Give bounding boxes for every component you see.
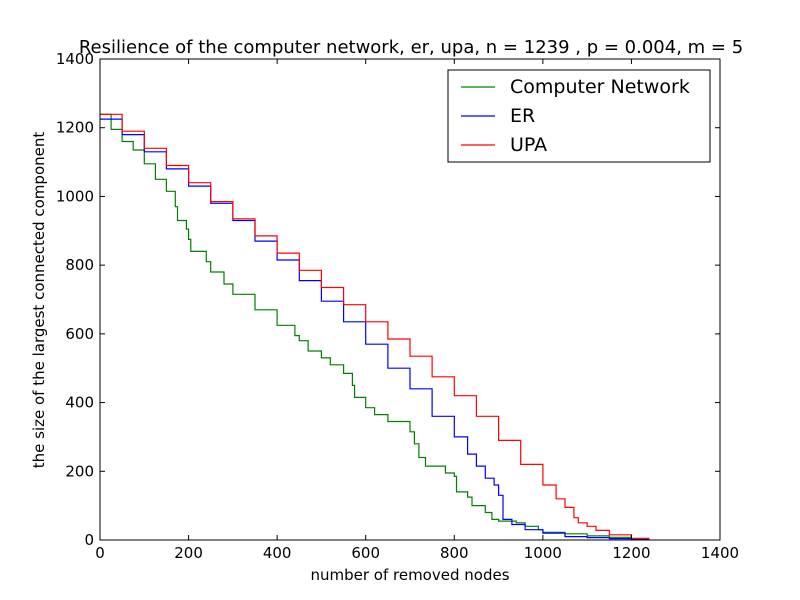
legend: Computer Network ER UPA: [447, 69, 711, 163]
legend-label-2: UPA: [510, 134, 547, 156]
series-line-0: [100, 113, 650, 540]
y-axis-label: the size of the largest connected compon…: [30, 132, 48, 469]
legend-label-1: ER: [510, 105, 535, 127]
x-tick-label: 600: [351, 544, 380, 562]
y-tick-label: 600: [65, 325, 94, 343]
x-tick-label: 0: [95, 544, 105, 562]
y-tick-label: 1400: [56, 50, 94, 68]
x-tick-label: 1000: [524, 544, 562, 562]
series-line-2: [100, 113, 650, 540]
x-tick-label: 1200: [612, 544, 650, 562]
y-tick-label: 200: [65, 462, 94, 480]
series-line-1: [100, 118, 650, 540]
chart-title: Resilience of the computer network, er, …: [79, 37, 743, 58]
legend-label-0: Computer Network: [510, 76, 690, 98]
x-axis-label: number of removed nodes: [310, 566, 509, 584]
x-tick-label: 200: [174, 544, 203, 562]
y-tick-label: 0: [84, 531, 94, 549]
series-layer: [100, 113, 650, 540]
y-tick-label: 1000: [56, 187, 94, 205]
x-tick-label: 400: [263, 544, 292, 562]
y-tick-label: 400: [65, 394, 94, 412]
plot-frame: [99, 58, 721, 541]
ticks-layer: 0 200 400 600 800 1000 1200 1400 0 200 400 600 800 10…: [56, 50, 739, 562]
y-tick-label: 800: [65, 256, 94, 274]
y-tick-label: 1200: [56, 119, 94, 137]
x-tick-label: 800: [440, 544, 469, 562]
x-tick-label: 1400: [701, 544, 739, 562]
